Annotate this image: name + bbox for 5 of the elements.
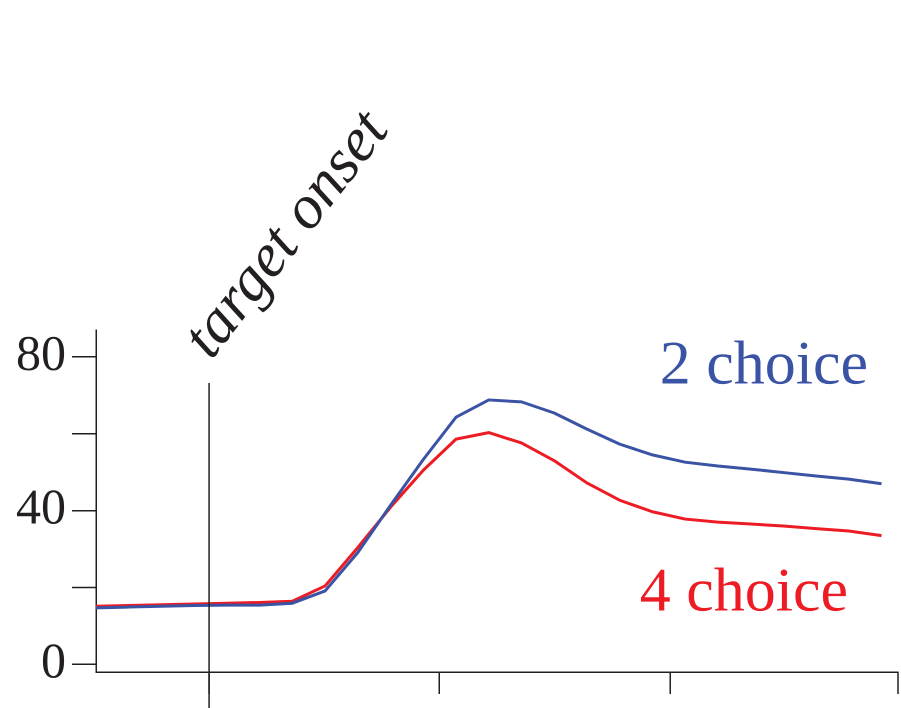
y-tick-label: 80 xyxy=(16,325,66,382)
series-label: 4 choice xyxy=(640,556,848,625)
series-label: 2 choice xyxy=(660,330,868,398)
y-tick-label: 0 xyxy=(41,632,66,688)
y-tick-label: 40 xyxy=(16,478,66,535)
